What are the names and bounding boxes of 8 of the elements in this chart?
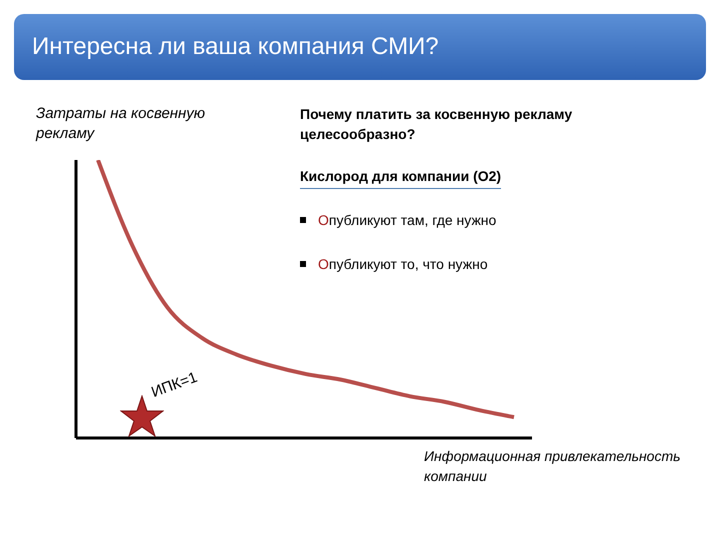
annotation: Кислород для компании (О2): [300, 168, 502, 189]
text: Почему платить за косвенную рекламу целесообразно?: [300, 105, 574, 144]
annotation: ИПК=1: [149, 368, 200, 401]
y-axis-title: Затраты на косвенную рекламу: [36, 104, 206, 144]
chart-title: Интересна ли ваша компания СМИ?: [14, 14, 706, 80]
x-axis-title: Информационная привлекательность компании: [424, 447, 682, 486]
annotation: Опубликуют там, где нужно: [318, 212, 496, 228]
annotation: Опубликуют то, что нужно: [318, 256, 488, 272]
